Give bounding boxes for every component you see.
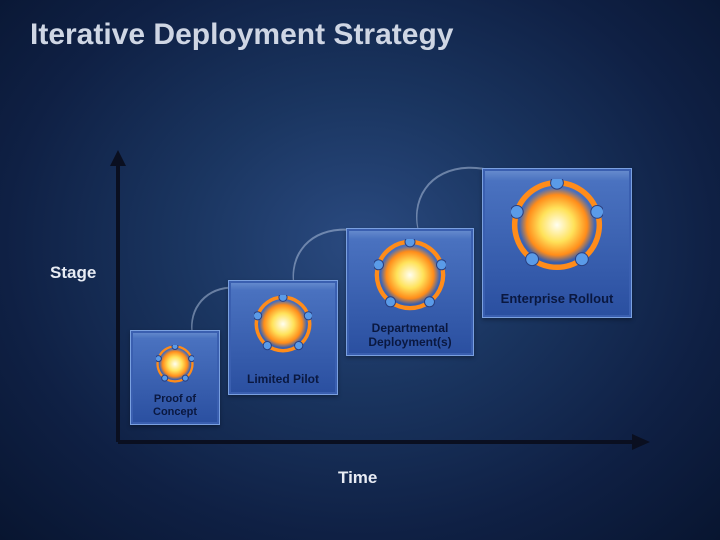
stage-caption-2: Departmental Deployment(s) (347, 322, 473, 349)
x-axis-label: Time (338, 468, 377, 488)
chart-area: Proof of Concept Limited Pilot Departmen… (110, 150, 650, 450)
y-axis-label: Stage (50, 263, 96, 283)
stage-caption-0: Proof of Concept (131, 393, 219, 418)
stage-box-3: Enterprise Rollout (482, 168, 632, 318)
stage-caption-3: Enterprise Rollout (483, 292, 631, 307)
stage-caption-1: Limited Pilot (229, 373, 337, 386)
stage-sun-0 (156, 345, 194, 383)
sun-icon (254, 295, 312, 353)
stage-box-2: Departmental Deployment(s) (346, 228, 474, 356)
sun-icon (374, 239, 446, 311)
stage-sun-1 (254, 295, 312, 353)
stage-sun-2 (374, 239, 446, 311)
sun-icon (511, 179, 603, 271)
page-title: Iterative Deployment Strategy (30, 18, 453, 52)
stage-box-0: Proof of Concept (130, 330, 220, 425)
sun-icon (156, 345, 194, 383)
stage-sun-3 (511, 179, 603, 271)
stage-box-1: Limited Pilot (228, 280, 338, 395)
